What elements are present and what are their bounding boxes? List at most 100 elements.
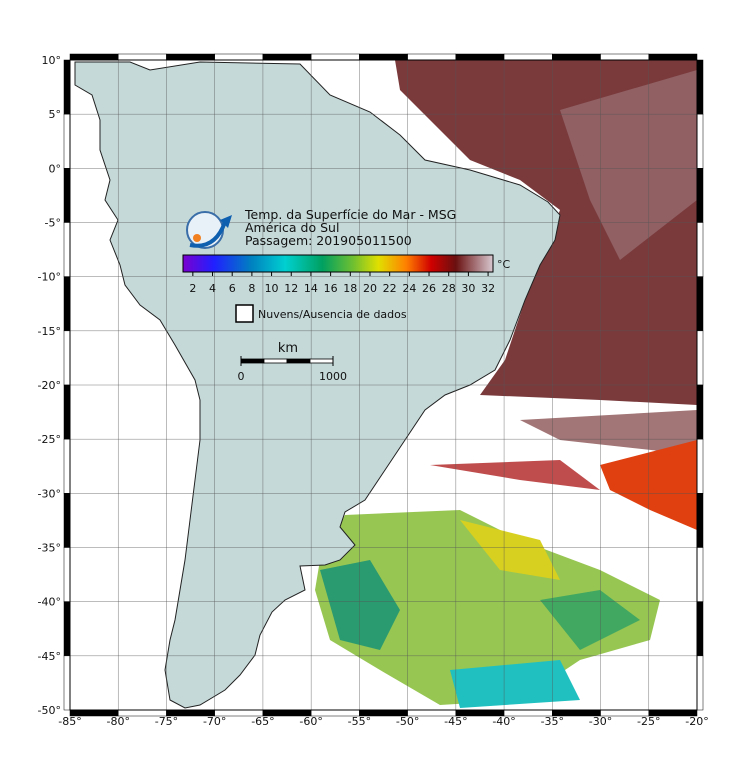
frame-segment — [696, 547, 704, 602]
scale-segment — [309, 358, 334, 364]
frame-segment — [648, 53, 698, 61]
colorbar-tick-label: 4 — [209, 282, 216, 295]
colorbar-tick-label: 2 — [189, 282, 196, 295]
frame-segment — [63, 59, 71, 115]
frame-segment — [63, 222, 71, 277]
frame-segment — [63, 330, 71, 386]
scale-tick-label: 0 — [238, 370, 245, 383]
frame — [63, 53, 704, 717]
x-tick-label: -50° — [396, 715, 419, 728]
colorbar-tick-label: 30 — [461, 282, 475, 295]
frame-segment — [696, 655, 704, 711]
scale-unit: km — [278, 341, 298, 356]
x-tick-label: -85° — [58, 715, 81, 728]
scale-bar: 0 1000 — [238, 356, 347, 383]
frame-segment — [696, 601, 704, 657]
y-tick-label: -25° — [38, 433, 61, 446]
x-tick-label: -40° — [492, 715, 515, 728]
scale-segment — [286, 358, 311, 364]
sst-patch — [315, 510, 660, 705]
colorbar-tick-label: 16 — [324, 282, 338, 295]
colorbar-tick-label: 20 — [363, 282, 377, 295]
scale-segment — [263, 358, 288, 364]
colorbar — [182, 254, 494, 273]
frame-segment — [117, 53, 167, 61]
y-tick-label: 0° — [49, 162, 62, 175]
frame-segment — [359, 53, 408, 61]
frame-segment — [63, 601, 71, 657]
frame-segment — [63, 655, 71, 711]
warm-sst — [520, 410, 697, 455]
frame-segment — [696, 59, 704, 115]
frame-segment — [696, 222, 704, 277]
y-tick-label: -45° — [38, 650, 61, 663]
y-tick-label: 5° — [49, 108, 62, 121]
scale-segment — [240, 358, 265, 364]
y-tick-label: -10° — [38, 271, 61, 284]
frame-segment — [696, 276, 704, 332]
colorbar-tick-label: 18 — [343, 282, 357, 295]
colorbar-tick-label: 10 — [265, 282, 279, 295]
colorbar-tick-label: 12 — [284, 282, 298, 295]
y-tick-label: -5° — [45, 217, 61, 230]
x-tick-label: -55° — [348, 715, 371, 728]
frame-segment — [600, 53, 650, 61]
frame-segment — [696, 168, 704, 223]
sst-patch — [460, 520, 560, 580]
frame-segment — [552, 53, 601, 61]
x-tick-label: -35° — [541, 715, 564, 728]
frame-segment — [696, 438, 704, 494]
y-tick-label: -35° — [38, 542, 61, 555]
legend-label: Nuvens/Ausencia de dados — [258, 308, 407, 321]
map-border — [69, 59, 698, 711]
warm-sst — [560, 70, 697, 260]
sst-patch — [540, 590, 640, 650]
title-line: América do Sul — [245, 220, 339, 235]
x-tick-label: -45° — [444, 715, 467, 728]
x-tick-label: -65° — [251, 715, 274, 728]
frame-segment — [214, 53, 264, 61]
sst-patch — [450, 660, 580, 708]
title-line: Temp. da Superfície do Mar - MSG — [244, 207, 456, 222]
frame-segment — [63, 438, 71, 494]
frame-segment — [503, 53, 553, 61]
colorbar-tick-label: 32 — [481, 282, 495, 295]
logo — [186, 211, 232, 249]
y-tick-label: -40° — [38, 596, 61, 609]
frame-segment — [696, 330, 704, 386]
y-tick-label: -30° — [38, 487, 61, 500]
x-tick-label: -25° — [637, 715, 660, 728]
frame-segment — [63, 276, 71, 332]
x-tick-label: -80° — [106, 715, 129, 728]
frame-segment — [63, 168, 71, 223]
colorbar-tick-label: 6 — [229, 282, 236, 295]
frame-segment — [696, 113, 704, 169]
frame-segment — [407, 53, 457, 61]
frame-segment — [63, 113, 71, 169]
colorbar-tick-label: 24 — [402, 282, 416, 295]
frame-segment — [696, 384, 704, 440]
y-tick-label: -15° — [38, 325, 61, 338]
x-tick-label: -60° — [299, 715, 322, 728]
x-tick-label: -70° — [203, 715, 226, 728]
x-tick-label: -30° — [589, 715, 612, 728]
colorbar-tick-label: 28 — [442, 282, 456, 295]
colorbar-tick-label: 14 — [304, 282, 318, 295]
colorbar-tick-label: 22 — [383, 282, 397, 295]
frame-segment — [310, 53, 360, 61]
frame-segment — [63, 547, 71, 602]
sst-layer — [315, 60, 697, 708]
frame-segment — [262, 53, 312, 61]
frame-segment — [69, 53, 119, 61]
legend-swatch — [235, 304, 254, 323]
scale-tick-label: 1000 — [319, 370, 347, 383]
colorbar-tick-label: 8 — [248, 282, 255, 295]
sst-patch — [600, 440, 697, 530]
x-tick-label: -75° — [155, 715, 178, 728]
colorbar-unit: °C — [497, 258, 511, 271]
frame-segment — [455, 53, 505, 61]
y-tick-label: -50° — [38, 704, 61, 717]
x-tick-label: -20° — [685, 715, 708, 728]
frame-segment — [166, 53, 215, 61]
